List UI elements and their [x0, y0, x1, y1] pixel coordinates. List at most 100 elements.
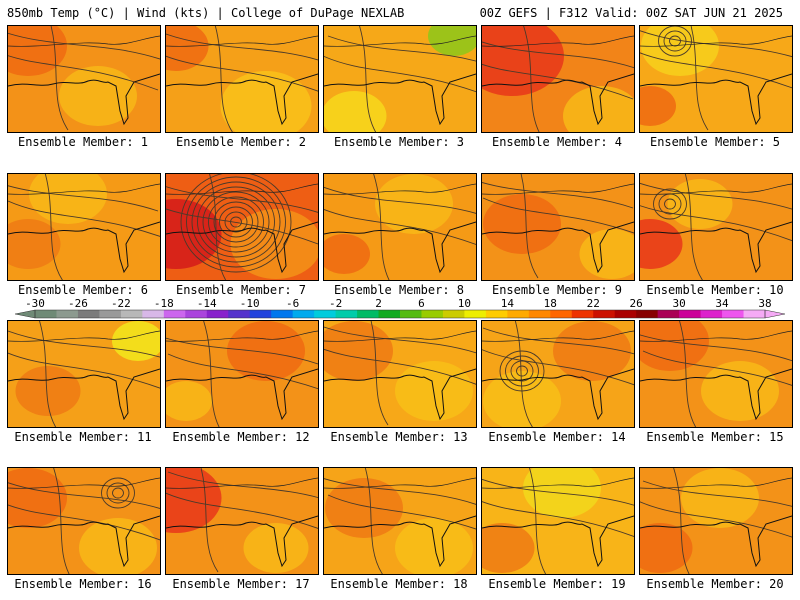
- colorbar-swatch: [571, 310, 594, 318]
- state-border: [8, 183, 160, 195]
- height-contour: [640, 30, 792, 58]
- ensemble-member-map: [639, 173, 793, 281]
- ensemble-member-label: Ensemble Member: 2: [175, 135, 307, 149]
- temperature-shade: [641, 26, 719, 76]
- closed-contour: [516, 365, 528, 377]
- height-contour: [327, 35, 476, 62]
- temperature-shade: [8, 219, 61, 269]
- ensemble-member-map: [7, 25, 161, 133]
- state-border: [324, 183, 476, 195]
- height-contour: [482, 41, 634, 69]
- temperature-shade: [667, 179, 733, 229]
- coastline: [482, 515, 634, 568]
- temperature-field: [324, 321, 476, 427]
- colorbar-swatch: [357, 310, 380, 318]
- height-contour: [203, 321, 220, 427]
- height-contour: [167, 471, 318, 499]
- state-border: [166, 183, 318, 195]
- height-contour: [324, 55, 476, 93]
- state-border: [482, 183, 634, 195]
- ensemble-member-map: [165, 173, 319, 281]
- closed-contour: [664, 198, 676, 210]
- coastline: [166, 368, 318, 421]
- ensemble-member-label: Ensemble Member: 16: [14, 577, 152, 591]
- colorbar-swatch: [400, 310, 422, 318]
- state-border: [8, 35, 160, 47]
- ensemble-member-label: Ensemble Member: 15: [646, 430, 784, 444]
- colorbar-swatch: [292, 310, 315, 318]
- temperature-shade: [375, 174, 453, 234]
- temperature-field: [166, 321, 318, 427]
- height-contour: [8, 330, 160, 358]
- colorbar-swatch: [206, 310, 229, 318]
- closed-contour: [653, 188, 687, 220]
- coastline: [8, 221, 160, 274]
- temperature-field: [640, 174, 792, 280]
- height-contour: [642, 480, 792, 507]
- ensemble-member-map: [481, 467, 635, 575]
- state-border: [482, 477, 634, 489]
- height-contour: [364, 468, 383, 574]
- temperature-field: [324, 468, 476, 574]
- colorbar-extend-arrow: [14, 309, 36, 319]
- closed-contour: [505, 355, 539, 387]
- ensemble-member-label: Ensemble Member: 8: [333, 283, 465, 297]
- colorbar-swatch: [743, 310, 766, 318]
- closed-contour: [230, 216, 242, 228]
- height-contour: [166, 55, 318, 92]
- closed-contour: [197, 186, 275, 258]
- colorbar-swatch: [142, 310, 165, 318]
- temperature-field: [8, 174, 160, 280]
- closed-contour: [663, 30, 687, 52]
- height-contour: [642, 350, 792, 386]
- colorbar-swatch: [636, 310, 659, 318]
- temperature-shade: [112, 321, 160, 361]
- colorbar-swatch: [679, 310, 702, 318]
- temperature-field: [640, 321, 792, 427]
- height-contour: [8, 200, 160, 237]
- colorbar-swatch: [56, 310, 79, 318]
- closed-contour: [499, 350, 545, 392]
- colorbar-swatch: [249, 310, 272, 318]
- colorbar-swatch: [335, 310, 358, 318]
- height-contour: [482, 197, 634, 234]
- ensemble-member-map: [165, 320, 319, 428]
- height-contour: [528, 468, 547, 574]
- state-border: [8, 477, 160, 489]
- closed-contour: [101, 477, 135, 509]
- height-contour: [8, 32, 160, 60]
- colorbar-tick-label: 38: [758, 297, 771, 310]
- coastline: [166, 515, 318, 568]
- ensemble-member-map: [481, 320, 635, 428]
- temperature-shade: [483, 371, 561, 427]
- colorbar-tick-label: -6: [286, 297, 299, 310]
- ensemble-member-label: Ensemble Member: 18: [330, 577, 468, 591]
- height-contour: [482, 478, 634, 506]
- ensemble-member-label: Ensemble Member: 9: [491, 283, 623, 297]
- coastline: [324, 221, 476, 274]
- temperature-field: [324, 174, 476, 280]
- state-border: [324, 477, 476, 489]
- closed-contour: [213, 201, 259, 243]
- ensemble-member-label: Ensemble Member: 20: [646, 577, 784, 591]
- height-contour: [324, 208, 476, 246]
- temperature-field: [166, 26, 318, 132]
- state-border: [166, 330, 318, 342]
- height-contour: [166, 208, 318, 245]
- height-contour: [640, 182, 792, 210]
- temperature-colorbar: -30 -26 -22 -18 -14 -10 -6 -2 2 6 10 14 18 22 26 30 34 38…: [14, 297, 786, 319]
- colorbar-tick-label: 10: [458, 297, 471, 310]
- colorbar-tick-label: 26: [630, 297, 643, 310]
- colorbar-tick-label: -26: [68, 297, 88, 310]
- ensemble-member-label: Ensemble Member: 10: [646, 283, 784, 297]
- temperature-field: [166, 468, 318, 574]
- height-contour: [684, 174, 703, 280]
- temperature-shade: [243, 523, 309, 573]
- height-contour: [166, 33, 318, 61]
- state-border: [640, 330, 792, 342]
- coastline: [8, 368, 160, 421]
- colorbar-tick-label: 14: [501, 297, 515, 310]
- colorbar-tick-label: 2: [375, 297, 382, 310]
- temperature-field: [482, 26, 634, 132]
- ensemble-member-map: [165, 467, 319, 575]
